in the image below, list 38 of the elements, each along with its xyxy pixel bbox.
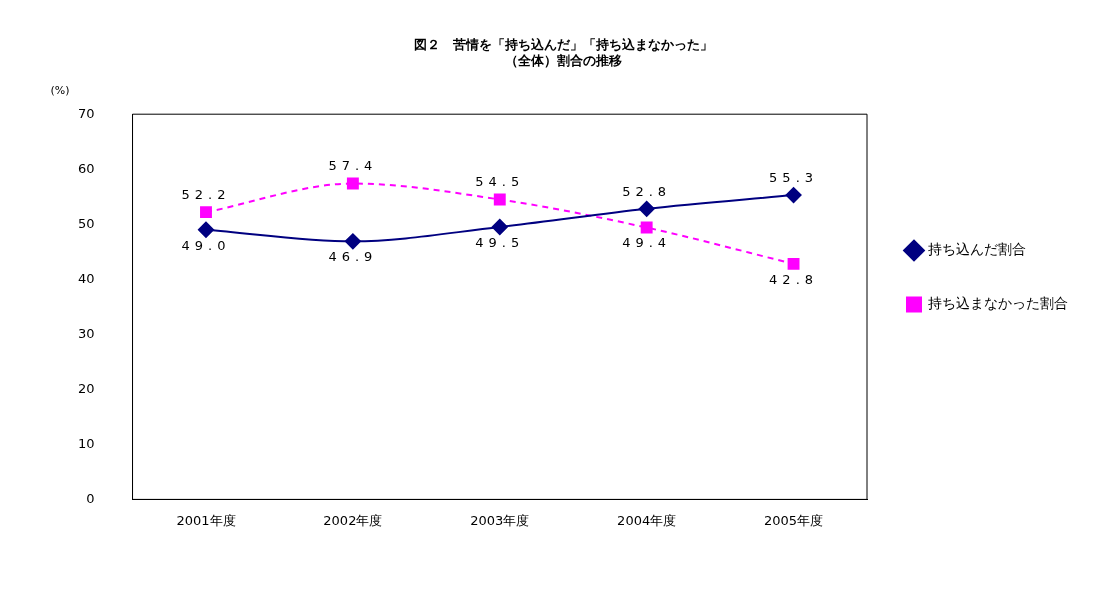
data-label: 54.5 <box>475 174 525 190</box>
y-tick-label: 50 <box>78 215 95 231</box>
data-label: 57.4 <box>328 158 378 174</box>
data-label: 46.9 <box>328 249 378 265</box>
chart-title: 図２ 苦情を「持ち込んだ」「持ち込まなかった」 <box>413 37 713 53</box>
data-label: 52.8 <box>622 183 672 199</box>
y-tick-label: 40 <box>78 270 95 286</box>
point <box>493 193 506 206</box>
chart-subtitle: （全体）割合の推移 <box>504 52 622 68</box>
point <box>200 206 212 219</box>
y-tick-label: 10 <box>78 435 95 451</box>
x-tick-label: 2001年度 <box>176 512 236 528</box>
y-tick-label: 70 <box>78 105 95 121</box>
data-label: 55.3 <box>769 169 819 185</box>
point <box>785 187 802 204</box>
point <box>346 177 359 190</box>
point <box>491 219 508 236</box>
y-tick-label: 20 <box>78 380 95 396</box>
point <box>638 200 655 217</box>
data-label: 49.4 <box>622 235 672 251</box>
y-axis-title: (%) <box>50 84 70 98</box>
data-label: 49.5 <box>475 234 525 250</box>
data-label: 49.0 <box>181 237 231 253</box>
x-tick-label: 2005年度 <box>764 512 824 528</box>
x-tick-label: 2002年度 <box>323 512 383 528</box>
point <box>197 221 214 238</box>
x-tick-label: 2004年度 <box>617 512 677 528</box>
y-tick-label: 60 <box>78 160 95 176</box>
y-tick-label: 0 <box>86 490 95 506</box>
data-label: 52.2 <box>181 187 231 203</box>
x-tick-label: 2003年度 <box>470 512 530 528</box>
point <box>787 257 800 270</box>
legend-label: 持ち込んだ割合 <box>928 241 1026 258</box>
point <box>640 221 653 234</box>
point <box>344 233 361 250</box>
data-label: 42.8 <box>769 271 819 287</box>
legend-label: 持ち込まなかった割合 <box>928 295 1068 312</box>
y-tick-label: 30 <box>78 325 95 341</box>
